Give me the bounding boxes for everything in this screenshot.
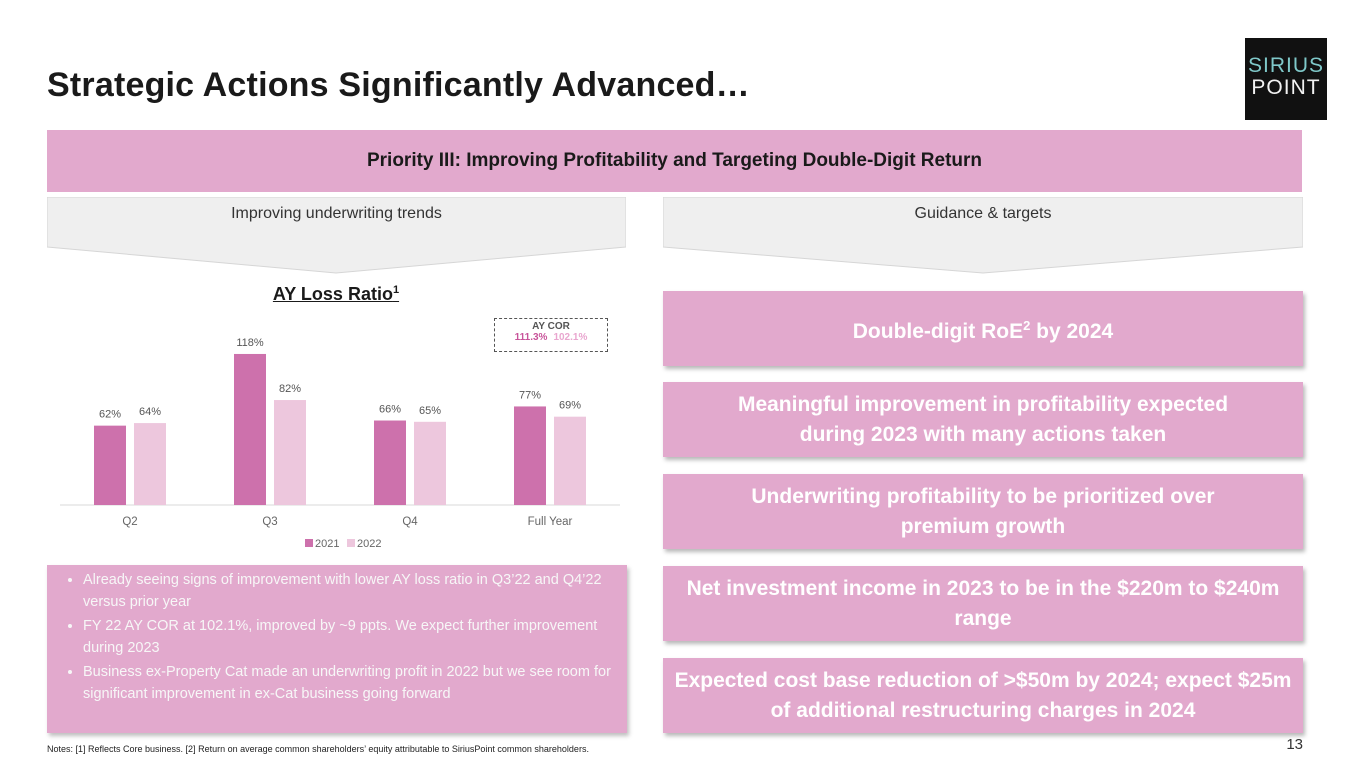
- commentary-list: Already seeing signs of improvement with…: [47, 569, 627, 705]
- legend-swatch-2021: [305, 539, 313, 547]
- x-tick-label: Q3: [262, 516, 277, 528]
- underwriting-card: Underwriting profitability to be priorit…: [663, 474, 1303, 549]
- data-label: 65%: [419, 405, 441, 417]
- legend-label-2021: 2021: [315, 538, 339, 550]
- x-tick-label: Q4: [402, 516, 418, 528]
- bar-2022-q2: [134, 423, 166, 505]
- footnotes: Notes: [1] Reflects Core business. [2] R…: [47, 744, 589, 754]
- data-label: 66%: [379, 404, 401, 416]
- ay-cor-2022: 102.1%: [553, 332, 588, 343]
- bar-2022-full-year: [554, 416, 586, 505]
- profitability-card: Meaningful improvement in profitability …: [663, 382, 1303, 457]
- chart-title-footnote: 1: [392, 284, 400, 296]
- ay-cor-box: AY COR 111.3% 102.1%: [494, 318, 608, 352]
- left-section-header: Improving underwriting trends: [47, 197, 626, 275]
- x-tick-label: Full Year: [528, 516, 573, 528]
- page-title: Strategic Actions Significantly Advanced…: [47, 66, 750, 104]
- commentary-box: Already seeing signs of improvement with…: [47, 565, 627, 733]
- page-number: 13: [1286, 736, 1303, 753]
- data-label: 77%: [519, 389, 541, 401]
- bar-2021-full-year: [514, 406, 546, 505]
- commentary-item: Already seeing signs of improvement with…: [83, 569, 615, 613]
- cost-reduction-card: Expected cost base reduction of >$50m by…: [663, 658, 1303, 733]
- right-section-label: Guidance & targets: [914, 205, 1052, 222]
- commentary-item: FY 22 AY COR at 102.1%, improved by ~9 p…: [83, 615, 615, 659]
- chevron-shape-right: [663, 197, 1303, 274]
- right-section-header: Guidance & targets: [663, 197, 1303, 275]
- data-label: 64%: [139, 406, 161, 418]
- legend-swatch-2022: [347, 539, 355, 547]
- ay-loss-ratio-chart: 62% 64% Q2 118% 82% Q3 66% 65% Q4 77% 69% Full Year…: [60, 337, 620, 550]
- commentary-item: Business ex-Property Cat made an underwr…: [83, 661, 615, 705]
- bar-2022-q3: [274, 400, 306, 505]
- legend-label-2022: 2022: [357, 538, 381, 550]
- logo-line-2: POINT: [1251, 76, 1321, 99]
- bar-2021-q4: [374, 420, 406, 505]
- left-section-label: Improving underwriting trends: [231, 205, 442, 222]
- ay-cor-2021: 111.3%: [514, 332, 548, 343]
- bar-2021-q2: [94, 425, 126, 505]
- roe-target-card: Double-digit RoE2 by 2024: [663, 291, 1303, 366]
- investment-income-card: Net investment income in 2023 to be in t…: [663, 566, 1303, 641]
- bar-2022-q4: [414, 421, 446, 505]
- data-label: 118%: [236, 337, 264, 349]
- data-label: 62%: [99, 409, 121, 421]
- chart-title-text: AY Loss Ratio: [272, 284, 393, 304]
- ay-cor-label: AY COR: [532, 321, 570, 332]
- bar-2021-q3: [234, 353, 266, 505]
- roe-text-post: by 2024: [1030, 319, 1114, 343]
- chevron-shape-left: [47, 197, 626, 274]
- roe-text-pre: Double-digit RoE: [852, 319, 1024, 343]
- x-tick-label: Q2: [122, 516, 137, 528]
- chart-title: AY Loss Ratio1: [0, 284, 672, 305]
- priority-banner: Priority III: Improving Profitability an…: [47, 130, 1302, 192]
- logo-line-1: SIRIUS: [1247, 54, 1324, 77]
- data-label: 69%: [559, 400, 581, 412]
- data-label: 82%: [279, 383, 301, 395]
- siriuspoint-logo: SIRIUS POINT: [1245, 38, 1327, 120]
- roe-footnote: 2: [1023, 317, 1031, 333]
